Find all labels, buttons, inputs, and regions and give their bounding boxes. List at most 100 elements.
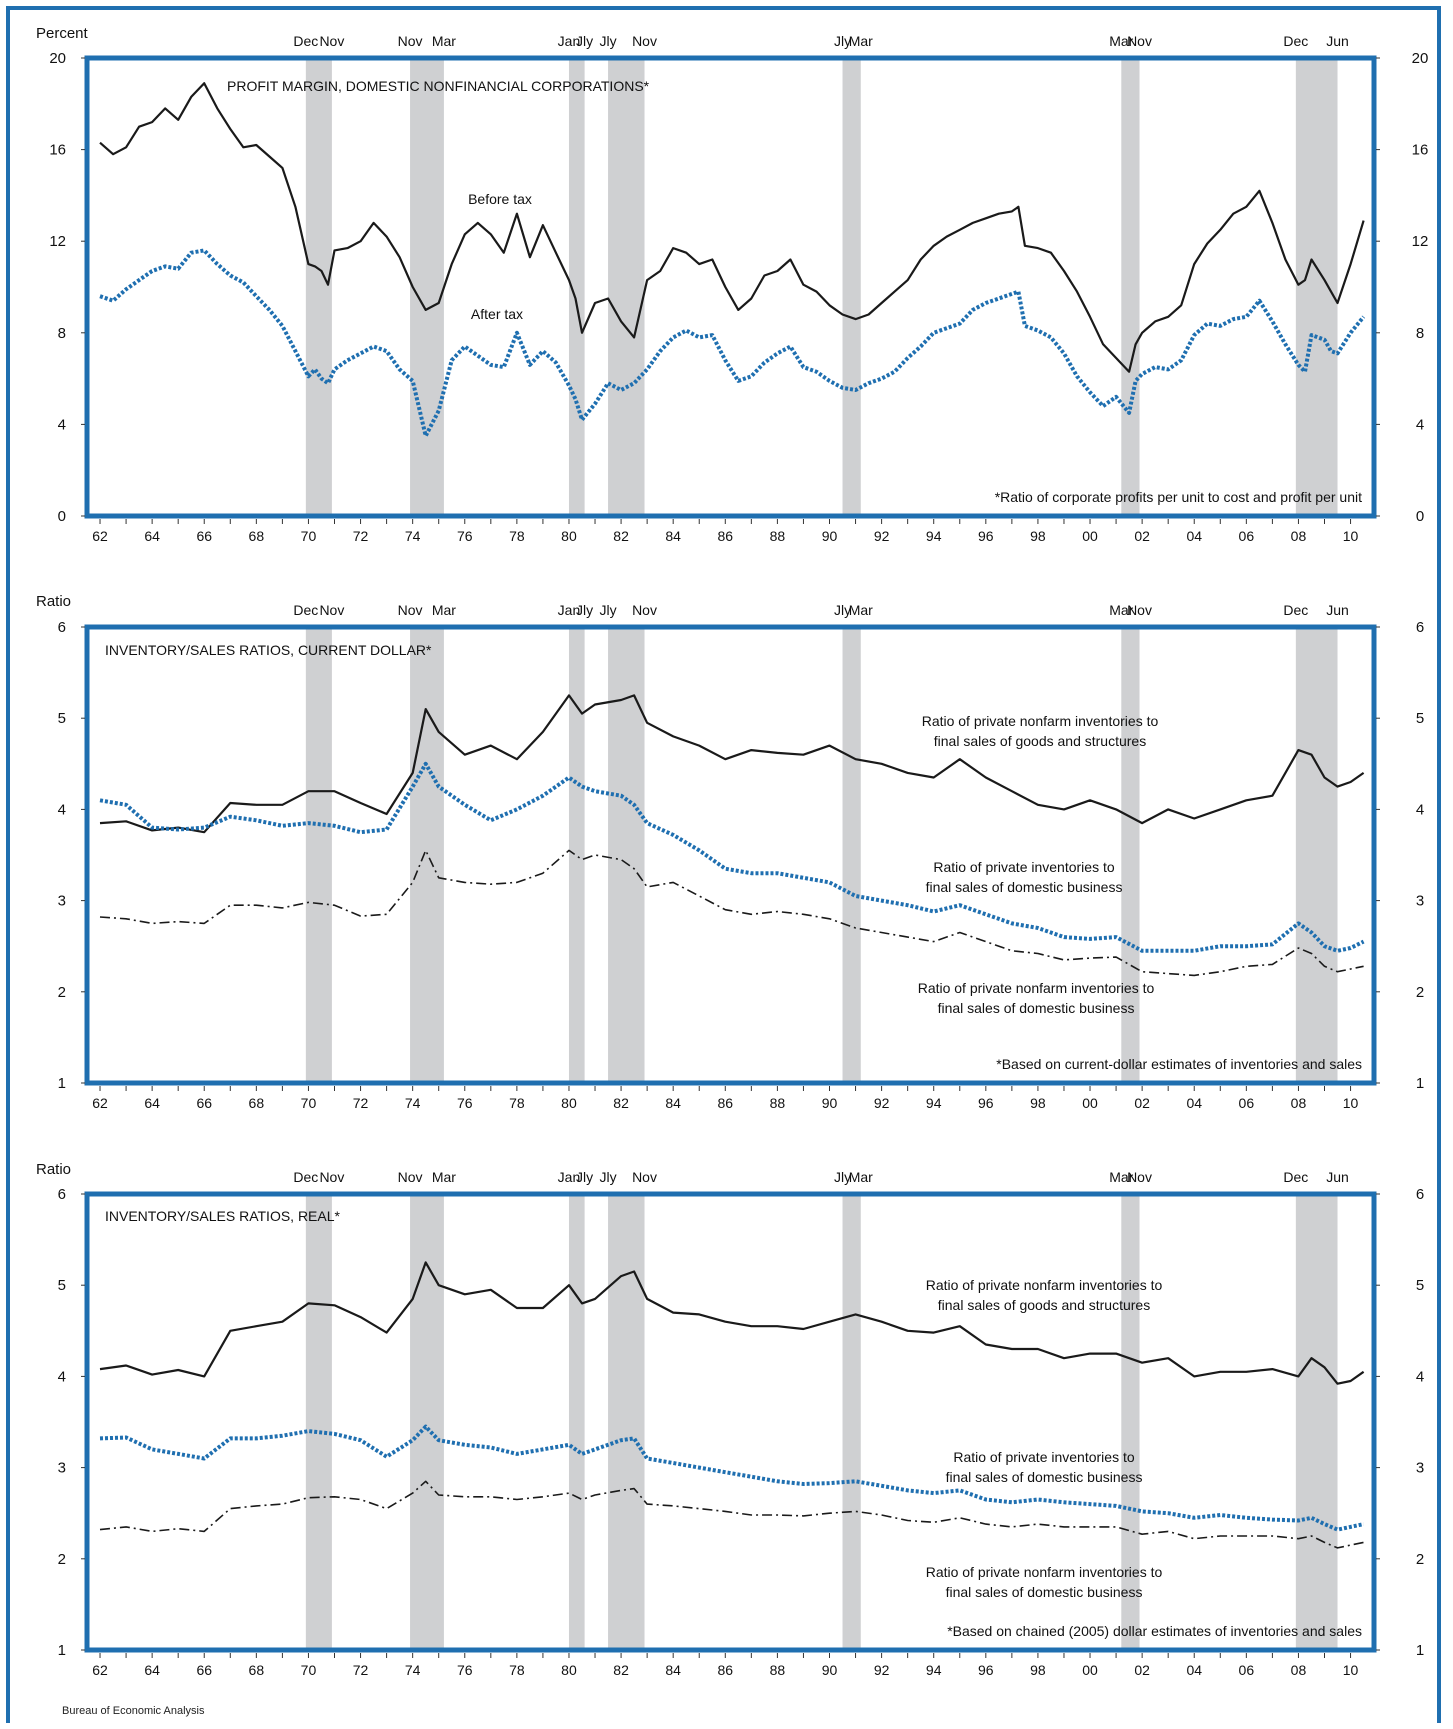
series-label: Ratio of private nonfarm inventories to xyxy=(922,713,1159,729)
recession-band xyxy=(1295,58,1338,516)
x-tick-label: 88 xyxy=(770,1095,786,1111)
y-tick-label: 20 xyxy=(49,50,66,67)
y-tick-label: 16 xyxy=(1412,142,1429,159)
x-tick-label: 96 xyxy=(978,1095,994,1111)
y-tick-label: 2 xyxy=(1416,984,1424,1001)
recession-peak-label: Jly xyxy=(599,602,616,618)
recession-band xyxy=(568,627,585,1083)
source-credit: Bureau of Economic Analysis xyxy=(62,1705,205,1717)
recession-trough-label: Mar xyxy=(849,1169,873,1185)
recession-band xyxy=(1121,627,1140,1083)
recession-band xyxy=(568,58,585,516)
recession-peak-label: Dec xyxy=(1283,33,1308,49)
x-tick-label: 00 xyxy=(1082,1095,1098,1111)
series-label: final sales of goods and structures xyxy=(938,1297,1150,1313)
x-tick-label: 06 xyxy=(1239,1662,1255,1678)
panel-footnote: *Based on current-dollar estimates of in… xyxy=(996,1056,1362,1072)
x-tick-label: 68 xyxy=(249,1095,265,1111)
x-tick-label: 72 xyxy=(353,528,369,544)
series-label: Before tax xyxy=(468,191,532,207)
recession-trough-label: Jun xyxy=(1326,33,1349,49)
x-tick-label: 86 xyxy=(718,1095,734,1111)
recession-trough-label: Mar xyxy=(432,1169,456,1185)
recession-peak-label: Dec xyxy=(293,33,318,49)
x-tick-label: 70 xyxy=(301,528,317,544)
recession-band xyxy=(568,1194,585,1650)
recession-band xyxy=(608,58,645,516)
recession-band xyxy=(842,627,861,1083)
y-tick-label: 3 xyxy=(1416,1460,1424,1477)
series-line xyxy=(99,82,1365,373)
x-tick-label: 88 xyxy=(770,1662,786,1678)
recession-band xyxy=(1295,627,1338,1083)
figure-frame xyxy=(6,6,1441,1723)
x-tick-label: 82 xyxy=(613,1662,629,1678)
x-tick-label: 84 xyxy=(665,528,681,544)
recession-trough-label: Nov xyxy=(1127,602,1152,618)
series-label: Ratio of private inventories to xyxy=(953,1449,1135,1465)
y-tick-label: 4 xyxy=(1416,1368,1424,1385)
x-tick-label: 70 xyxy=(301,1662,317,1678)
y-tick-label: 0 xyxy=(1416,508,1424,525)
x-tick-label: 04 xyxy=(1186,1095,1202,1111)
y-tick-label: 4 xyxy=(58,801,66,818)
y-tick-label: 16 xyxy=(49,142,66,159)
y-tick-label: 8 xyxy=(1416,325,1424,342)
y-tick-label: 5 xyxy=(1416,1277,1424,1294)
recession-band xyxy=(1295,1194,1338,1650)
x-tick-label: 70 xyxy=(301,1095,317,1111)
x-tick-label: 06 xyxy=(1239,528,1255,544)
x-tick-label: 62 xyxy=(92,528,108,544)
y-tick-label: 4 xyxy=(58,416,66,433)
recession-peak-label: Dec xyxy=(293,1169,318,1185)
panel-footnote: *Based on chained (2005) dollar estimate… xyxy=(947,1623,1362,1639)
x-tick-label: 08 xyxy=(1291,1095,1307,1111)
x-tick-label: 94 xyxy=(926,1662,942,1678)
series-line xyxy=(99,248,1366,438)
series-line xyxy=(99,849,1364,977)
series-label: Ratio of private nonfarm inventories to xyxy=(926,1277,1163,1293)
x-tick-label: 86 xyxy=(718,528,734,544)
recession-band xyxy=(842,58,861,516)
x-tick-label: 06 xyxy=(1239,1095,1255,1111)
x-tick-label: 74 xyxy=(405,1662,421,1678)
recession-band xyxy=(1121,1194,1140,1650)
x-tick-label: 98 xyxy=(1030,528,1046,544)
x-tick-label: 64 xyxy=(144,1095,160,1111)
x-tick-label: 68 xyxy=(249,1662,265,1678)
series-line xyxy=(99,1261,1365,1385)
x-tick-label: 72 xyxy=(353,1095,369,1111)
series-label: final sales of domestic business xyxy=(938,1000,1135,1016)
x-tick-label: 02 xyxy=(1134,1095,1150,1111)
recession-trough-label: Nov xyxy=(319,33,344,49)
recession-trough-label: Nov xyxy=(319,1169,344,1185)
y-tick-label: 3 xyxy=(58,893,66,910)
series-line xyxy=(99,694,1365,834)
y-tick-label: 20 xyxy=(1412,50,1429,67)
x-tick-label: 66 xyxy=(196,1662,212,1678)
x-tick-label: 62 xyxy=(92,1095,108,1111)
recession-trough-label: Jly xyxy=(576,1169,593,1185)
x-tick-label: 90 xyxy=(822,528,838,544)
recession-trough-label: Nov xyxy=(632,1169,657,1185)
recession-peak-label: Jan xyxy=(558,602,581,618)
y-axis-unit-label: Percent xyxy=(36,25,89,42)
recession-band xyxy=(608,627,645,1083)
recession-peak-label: Jan xyxy=(558,1169,581,1185)
x-tick-label: 78 xyxy=(509,1662,525,1678)
x-tick-label: 80 xyxy=(561,528,577,544)
plot-frame xyxy=(84,624,1377,1086)
panel-title: INVENTORY/SALES RATIOS, REAL* xyxy=(105,1208,341,1224)
x-tick-label: 82 xyxy=(613,528,629,544)
recession-peak-label: Jly xyxy=(599,1169,616,1185)
recession-band xyxy=(305,58,332,516)
x-tick-label: 02 xyxy=(1134,1662,1150,1678)
y-tick-label: 1 xyxy=(1416,1075,1424,1092)
recession-trough-label: Jun xyxy=(1326,1169,1349,1185)
y-tick-label: 4 xyxy=(1416,416,1424,433)
recession-trough-label: Nov xyxy=(1127,33,1152,49)
x-tick-label: 84 xyxy=(665,1662,681,1678)
recession-peak-label: Jly xyxy=(834,1169,851,1185)
x-tick-label: 92 xyxy=(874,528,890,544)
